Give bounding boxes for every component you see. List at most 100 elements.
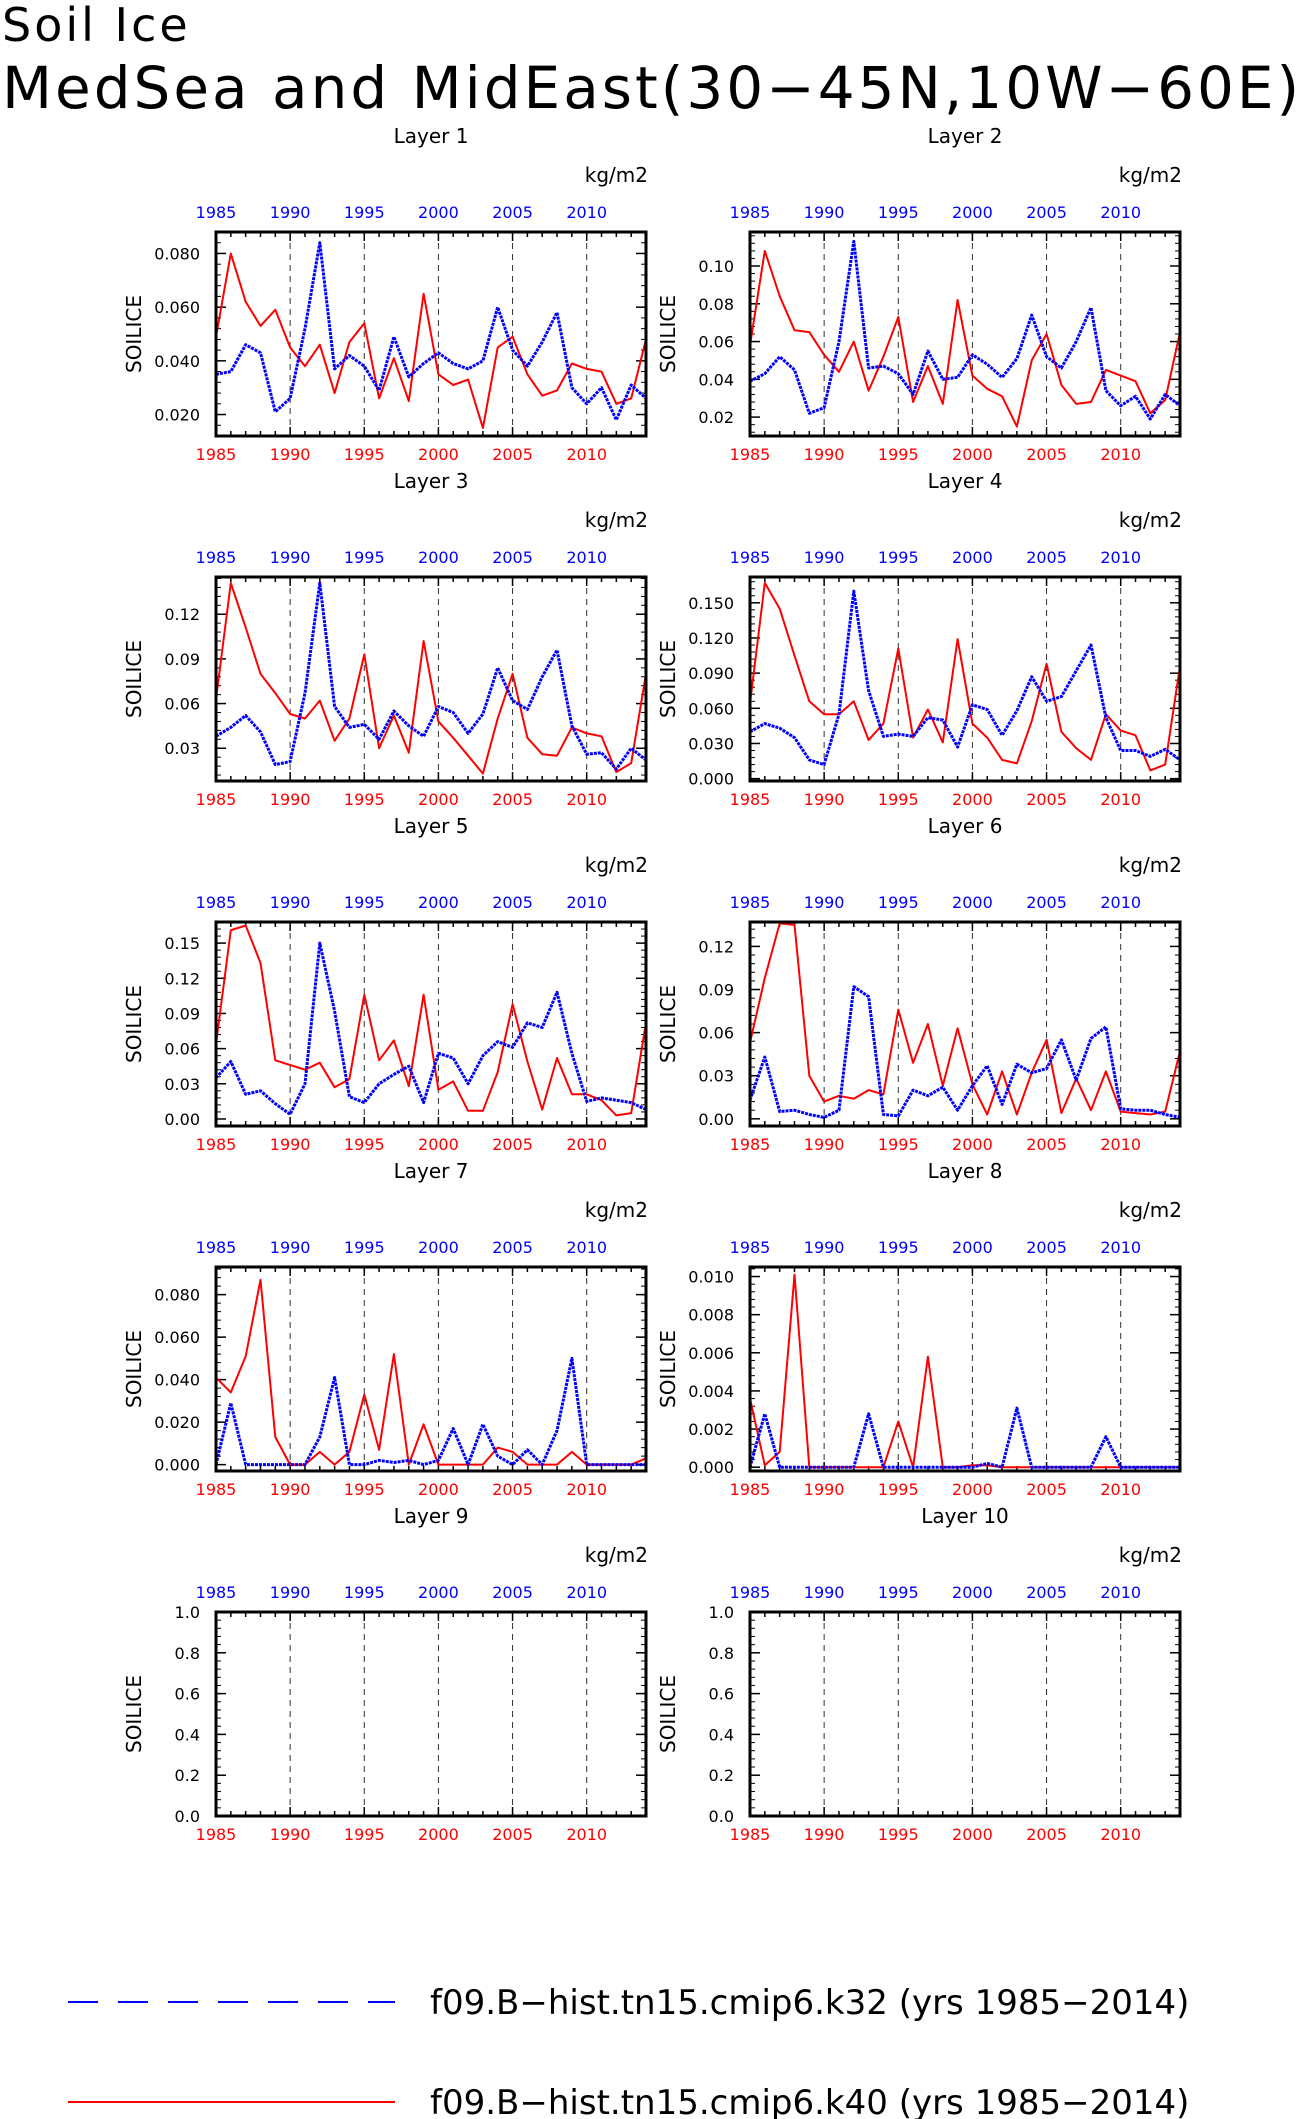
x-tick-label-bottom: 1985	[196, 1135, 237, 1154]
y-axis-label: SOILICE	[122, 1330, 146, 1408]
x-tick-label-bottom: 2005	[1026, 1135, 1067, 1154]
y-tick-label: 0.060	[154, 298, 200, 317]
y-tick-label: 0.020	[154, 406, 200, 425]
series-line-k40	[750, 249, 1180, 428]
y-tick-label: 0.06	[164, 1040, 200, 1059]
plot-frame	[214, 1610, 648, 1818]
x-tick-label-bottom: 2005	[492, 790, 533, 809]
series-line-k32	[750, 1406, 1180, 1469]
x-tick-label-bottom: 2005	[1026, 790, 1067, 809]
y-tick-label: 0.04	[698, 370, 734, 389]
x-tick-label-top: 2005	[492, 203, 533, 222]
x-tick-label-top: 1995	[878, 548, 919, 567]
panel-title: Layer 7	[394, 1159, 469, 1183]
y-tick-label: 0.15	[164, 934, 200, 953]
x-tick-label-top: 2000	[952, 548, 993, 567]
x-tick-label-bottom: 2000	[418, 1480, 459, 1499]
x-tick-label-bottom: 1985	[730, 1825, 771, 1844]
y-tick-label: 0.030	[688, 734, 734, 753]
x-tick-label-bottom: 1985	[196, 790, 237, 809]
series-line-k40	[216, 1278, 646, 1466]
x-tick-label-top: 2010	[1100, 893, 1141, 912]
x-tick-label-top: 1990	[270, 203, 311, 222]
series-line-k40	[216, 252, 646, 429]
y-tick-label: 0.02	[698, 408, 734, 427]
series-line-k40	[750, 581, 1180, 772]
x-tick-label-bottom: 1985	[730, 790, 771, 809]
plot-frame	[748, 1265, 1182, 1473]
panel-title: Layer 8	[928, 1159, 1003, 1183]
series-line-k32	[750, 589, 1180, 767]
x-tick-label-bottom: 2010	[1100, 1480, 1141, 1499]
x-tick-label-top: 2000	[418, 1583, 459, 1602]
units-label: kg/m2	[585, 1198, 648, 1222]
y-axis-label: SOILICE	[656, 985, 680, 1063]
x-tick-label-top: 1985	[730, 203, 771, 222]
x-tick-label-top: 2000	[418, 548, 459, 567]
x-tick-label-bottom: 2005	[1026, 1825, 1067, 1844]
x-tick-label-bottom: 2000	[418, 1135, 459, 1154]
series-line-k40	[750, 922, 1180, 1116]
x-tick-label-top: 2010	[1100, 548, 1141, 567]
x-tick-label-bottom: 2005	[492, 1480, 533, 1499]
y-tick-label: 0.090	[688, 664, 734, 683]
legend-label-k40: f09.B−hist.tn15.cmip6.k40 (yrs 1985−2014…	[430, 2083, 1189, 2119]
x-tick-label-bottom: 2005	[1026, 445, 1067, 464]
x-tick-label-top: 2000	[952, 203, 993, 222]
series-line-k32	[750, 239, 1180, 421]
y-tick-label: 0.06	[698, 333, 734, 352]
y-axis-label: SOILICE	[122, 640, 146, 718]
x-tick-label-top: 2000	[952, 1583, 993, 1602]
y-tick-label: 0.040	[154, 352, 200, 371]
y-tick-label: 0.06	[698, 1024, 734, 1043]
x-tick-label-top: 1985	[196, 1238, 237, 1257]
x-tick-label-top: 2000	[952, 893, 993, 912]
x-tick-label-bottom: 1985	[730, 1135, 771, 1154]
plot-frame	[748, 920, 1182, 1128]
panel-layer-10: Layer 10kg/m20.00.20.40.60.81.0198519851…	[656, 1504, 1182, 1844]
x-tick-label-top: 1990	[270, 1583, 311, 1602]
y-tick-label: 0.2	[175, 1766, 200, 1785]
series-line-k32	[216, 581, 646, 771]
y-tick-label: 0.2	[709, 1766, 734, 1785]
panel-title: Layer 9	[394, 1504, 469, 1528]
units-label: kg/m2	[1119, 163, 1182, 187]
y-tick-label: 0.0	[175, 1807, 200, 1826]
y-tick-label: 0.004	[688, 1382, 734, 1401]
x-tick-label-bottom: 2000	[418, 1825, 459, 1844]
x-tick-label-bottom: 1995	[344, 1825, 385, 1844]
x-tick-label-top: 1985	[196, 893, 237, 912]
x-tick-label-top: 1990	[270, 548, 311, 567]
x-tick-label-top: 1995	[878, 203, 919, 222]
x-tick-label-bottom: 2010	[1100, 445, 1141, 464]
y-tick-label: 0.000	[688, 770, 734, 789]
x-tick-label-top: 2010	[566, 548, 607, 567]
x-tick-label-top: 1995	[344, 203, 385, 222]
x-tick-label-bottom: 2000	[952, 1480, 993, 1499]
x-tick-label-bottom: 2000	[418, 445, 459, 464]
y-tick-label: 0.080	[154, 244, 200, 263]
x-tick-label-bottom: 2005	[1026, 1480, 1067, 1499]
panel-title: Layer 1	[394, 124, 469, 148]
x-tick-label-bottom: 1990	[804, 1135, 845, 1154]
x-tick-label-top: 2005	[1026, 1583, 1067, 1602]
x-tick-label-top: 1985	[196, 548, 237, 567]
y-axis-label: SOILICE	[122, 295, 146, 373]
series-line-k40	[750, 1273, 1180, 1469]
x-tick-label-top: 1985	[730, 1583, 771, 1602]
y-tick-label: 0.020	[154, 1413, 200, 1432]
panel-layer-4: Layer 4 kg/m2 0.000 0.030 0.060 0.090 0.120 0.1…	[656, 469, 1182, 809]
x-tick-label-top: 2005	[1026, 203, 1067, 222]
x-tick-label-top: 1995	[344, 548, 385, 567]
panel-title: Layer 10	[921, 1504, 1009, 1528]
x-tick-label-bottom: 2000	[952, 790, 993, 809]
y-tick-label: 0.03	[164, 1075, 200, 1094]
x-tick-label-top: 1990	[804, 1238, 845, 1257]
x-tick-label-bottom: 1995	[878, 1825, 919, 1844]
x-tick-label-top: 2005	[492, 548, 533, 567]
y-axis-label: SOILICE	[656, 640, 680, 718]
x-tick-label-bottom: 2000	[952, 445, 993, 464]
x-tick-label-bottom: 2010	[566, 1825, 607, 1844]
x-tick-label-top: 1995	[344, 1583, 385, 1602]
